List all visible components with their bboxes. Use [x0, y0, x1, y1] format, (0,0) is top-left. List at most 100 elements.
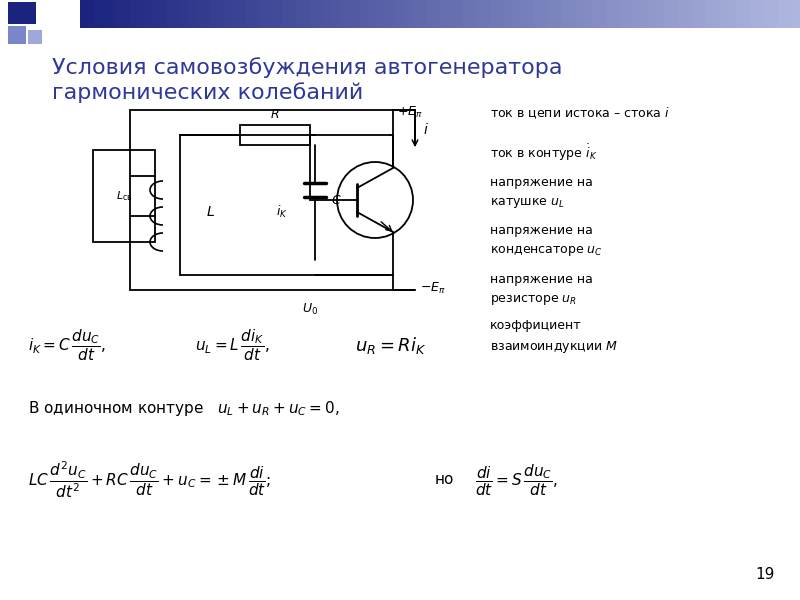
Bar — [656, 0, 664, 28]
Bar — [145, 0, 153, 28]
Bar — [404, 0, 412, 28]
Bar — [94, 0, 102, 28]
Bar — [483, 0, 491, 28]
Bar — [591, 0, 599, 28]
Text: $i_K = C\,\dfrac{du_C}{dt},$: $i_K = C\,\dfrac{du_C}{dt},$ — [28, 327, 106, 363]
Bar — [123, 0, 131, 28]
Bar — [339, 0, 347, 28]
Bar — [721, 0, 729, 28]
Bar — [490, 0, 498, 28]
Bar — [240, 125, 310, 145]
Bar — [454, 0, 462, 28]
Bar — [541, 0, 549, 28]
Bar — [469, 0, 477, 28]
Bar — [231, 0, 239, 28]
Text: напряжение на
конденсаторе $u_{C}$: напряжение на конденсаторе $u_{C}$ — [490, 224, 603, 258]
Bar — [498, 0, 506, 28]
Bar — [332, 0, 340, 28]
Text: напряжение на
катушке $u_L$: напряжение на катушке $u_L$ — [490, 176, 593, 210]
Bar — [382, 0, 390, 28]
Bar — [181, 0, 189, 28]
Bar — [274, 0, 282, 28]
Text: $-E_{\pi}$: $-E_{\pi}$ — [420, 280, 446, 296]
Bar — [476, 0, 484, 28]
Text: $\dfrac{di}{dt} = S\,\dfrac{du_C}{dt},$: $\dfrac{di}{dt} = S\,\dfrac{du_C}{dt},$ — [475, 462, 558, 498]
Text: $U_0$: $U_0$ — [302, 302, 318, 317]
Text: $LC\,\dfrac{d^2u_C}{dt^2} + RC\,\dfrac{du_C}{dt} + u_C = \pm M\,\dfrac{di}{dt};$: $LC\,\dfrac{d^2u_C}{dt^2} + RC\,\dfrac{d… — [28, 460, 271, 500]
Bar — [706, 0, 714, 28]
Text: Условия самовозбуждения автогенератора: Условия самовозбуждения автогенератора — [52, 57, 562, 78]
Bar — [102, 0, 110, 28]
Text: $u_L = L\,\dfrac{di_K}{dt},$: $u_L = L\,\dfrac{di_K}{dt},$ — [195, 327, 270, 363]
Bar — [685, 0, 693, 28]
Bar — [663, 0, 671, 28]
Bar — [310, 0, 318, 28]
Text: коэффициент
взаимоиндукции $M$: коэффициент взаимоиндукции $M$ — [490, 319, 618, 355]
Bar — [426, 0, 434, 28]
Bar — [786, 0, 794, 28]
Bar — [224, 0, 232, 28]
Bar — [195, 0, 203, 28]
Bar — [642, 0, 650, 28]
Bar — [346, 0, 354, 28]
Bar — [116, 0, 124, 28]
Bar — [570, 0, 578, 28]
Bar — [282, 0, 290, 28]
Bar — [238, 0, 246, 28]
Bar — [678, 0, 686, 28]
Bar — [750, 0, 758, 28]
Bar — [296, 0, 304, 28]
Bar — [627, 0, 635, 28]
Bar — [649, 0, 657, 28]
Bar — [714, 0, 722, 28]
Bar — [735, 0, 743, 28]
Bar — [793, 0, 800, 28]
Bar — [742, 0, 750, 28]
Bar — [361, 0, 369, 28]
Bar — [93, 150, 155, 242]
Bar — [598, 0, 606, 28]
Text: $+E_{\pi}$: $+E_{\pi}$ — [397, 105, 422, 120]
Text: ток в контуре $\dot{i}_K$: ток в контуре $\dot{i}_K$ — [490, 143, 598, 163]
Bar — [728, 0, 736, 28]
Bar — [505, 0, 513, 28]
Text: $R$: $R$ — [270, 108, 280, 121]
Bar — [440, 0, 448, 28]
Bar — [289, 0, 297, 28]
Bar — [418, 0, 426, 28]
Bar — [526, 0, 534, 28]
Bar — [267, 0, 275, 28]
Bar — [375, 0, 383, 28]
Bar — [166, 0, 174, 28]
Bar — [390, 0, 398, 28]
Bar — [634, 0, 642, 28]
Text: напряжение на
резисторе $u_R$: напряжение на резисторе $u_R$ — [490, 273, 593, 307]
Bar — [778, 0, 786, 28]
Bar — [670, 0, 678, 28]
Bar — [433, 0, 441, 28]
Bar — [692, 0, 700, 28]
Bar — [606, 0, 614, 28]
Bar — [260, 0, 268, 28]
Bar — [246, 0, 254, 28]
Bar — [411, 0, 419, 28]
Bar — [447, 0, 455, 28]
Bar — [253, 0, 261, 28]
Bar — [699, 0, 707, 28]
Text: ток в цепи истока – стока $i$: ток в цепи истока – стока $i$ — [490, 105, 670, 121]
Bar — [138, 0, 146, 28]
Bar — [217, 0, 225, 28]
Text: $i_K$: $i_K$ — [276, 204, 288, 220]
Text: но: но — [435, 473, 454, 487]
Bar — [188, 0, 196, 28]
Bar — [764, 0, 772, 28]
Text: $u_R = Ri_K$: $u_R = Ri_K$ — [355, 335, 426, 355]
Bar — [512, 0, 520, 28]
Bar — [80, 0, 88, 28]
Bar — [210, 0, 218, 28]
Bar — [130, 0, 138, 28]
Bar — [757, 0, 765, 28]
Text: $L$: $L$ — [206, 205, 214, 219]
Text: В одиночном контуре   $u_L + u_R + u_C = 0,$: В одиночном контуре $u_L + u_R + u_C = 0… — [28, 398, 339, 418]
Bar — [325, 0, 333, 28]
